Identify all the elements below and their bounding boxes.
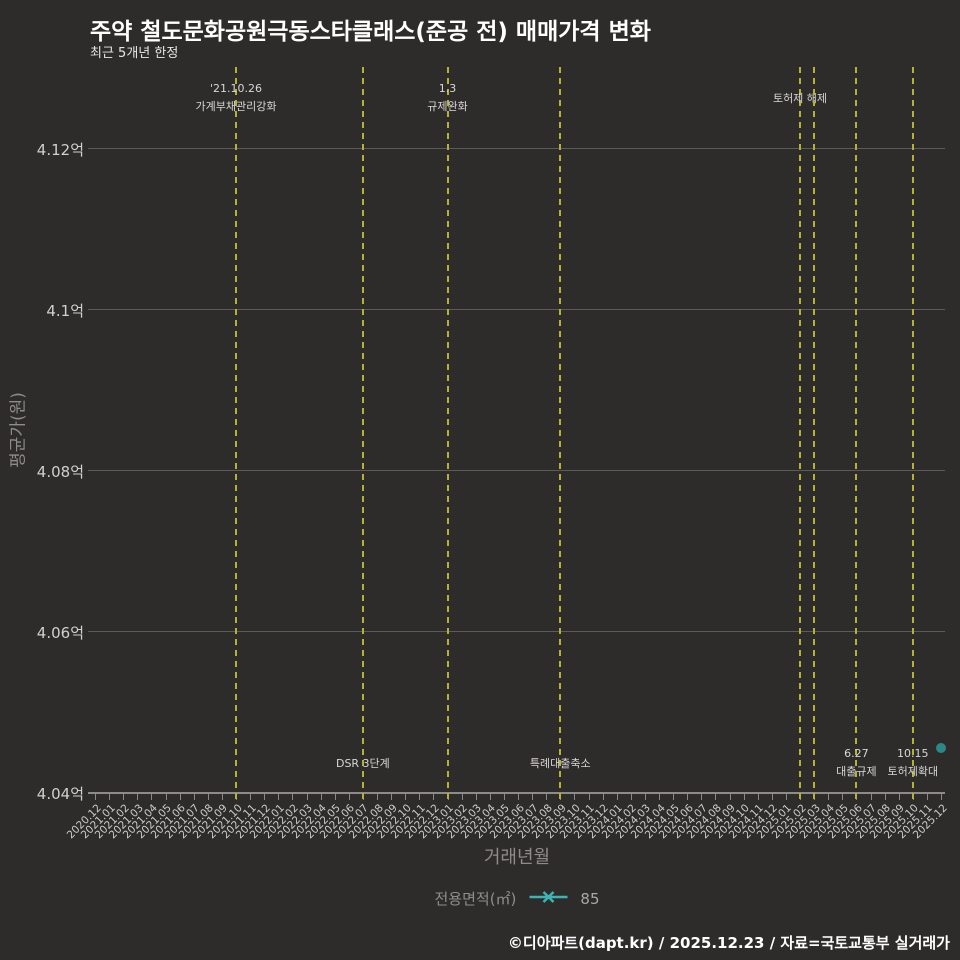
x-tick xyxy=(123,794,125,800)
event-line xyxy=(855,67,858,800)
x-tick xyxy=(532,794,534,800)
y-tick-label: 4.08억 xyxy=(36,463,84,481)
x-tick xyxy=(941,794,942,800)
x-tick xyxy=(729,794,731,800)
x-tick xyxy=(842,794,844,800)
x-tick xyxy=(306,794,308,800)
x-tick xyxy=(278,794,280,800)
x-tick xyxy=(461,794,463,800)
chart-title: 주약 철도문화공원극동스타클래스(준공 전) 매매가격 변화 xyxy=(90,19,651,45)
x-tick xyxy=(785,794,787,800)
x-tick xyxy=(771,794,773,800)
x-tick xyxy=(334,794,336,800)
x-tick xyxy=(109,794,111,800)
y-gridline xyxy=(88,631,945,632)
event-label: 1.3 규제완화 xyxy=(427,82,468,113)
footer-credit: ©디아파트(dapt.kr) / 2025.12.23 / 자료=국토교통부 실… xyxy=(507,934,950,952)
x-tick xyxy=(95,794,96,800)
x-tick xyxy=(503,794,505,800)
y-tick-label: 4.12억 xyxy=(36,141,84,159)
x-tick xyxy=(644,794,646,800)
y-axis-title: 평균가(원) xyxy=(8,392,29,468)
event-label: 10.15 토허제확대 xyxy=(887,747,939,778)
x-tick xyxy=(588,794,590,800)
legend-line-x-marker-icon[interactable] xyxy=(528,889,568,908)
x-tick xyxy=(757,794,759,800)
event-label: DSR 3단계 xyxy=(335,757,390,770)
x-tick xyxy=(179,794,181,800)
x-tick xyxy=(377,794,378,800)
x-tick xyxy=(292,794,294,800)
x-tick xyxy=(715,794,717,800)
x-axis-title: 거래년월 xyxy=(483,847,551,868)
event-line xyxy=(559,67,562,800)
x-tick xyxy=(518,794,519,800)
x-tick xyxy=(616,794,618,800)
x-tick xyxy=(165,794,167,800)
event-line xyxy=(361,67,364,800)
x-tick xyxy=(659,794,660,800)
chart-subtitle: 최근 5개년 한정 xyxy=(90,46,179,61)
x-tick xyxy=(320,794,322,800)
y-gridline xyxy=(88,148,945,149)
x-tick xyxy=(391,794,393,800)
x-tick xyxy=(250,794,252,800)
x-tick xyxy=(433,794,435,800)
x-tick xyxy=(193,794,195,800)
event-label: 토허제 해제 xyxy=(772,92,828,105)
legend-group-label: 전용면적(㎡) xyxy=(434,890,517,908)
x-tick xyxy=(475,794,477,800)
x-tick xyxy=(574,794,576,800)
x-tick xyxy=(405,794,407,800)
y-tick-label: 4.1억 xyxy=(46,302,84,320)
x-tick xyxy=(870,794,872,800)
y-tick-label: 4.06억 xyxy=(36,624,84,642)
x-tick xyxy=(348,794,350,800)
x-tick xyxy=(151,794,153,800)
y-gridline xyxy=(88,470,945,471)
y-gridline xyxy=(88,309,945,310)
x-tick xyxy=(673,794,675,800)
x-tick xyxy=(701,794,703,800)
x-axis-line xyxy=(88,792,945,794)
event-line xyxy=(799,67,801,800)
x-tick xyxy=(207,794,209,800)
x-tick xyxy=(419,794,421,800)
event-label: 6.27 대출규제 xyxy=(836,747,877,778)
x-tick xyxy=(884,794,886,800)
event-line xyxy=(813,67,816,800)
event-line xyxy=(446,67,449,800)
x-tick xyxy=(926,794,928,800)
x-tick xyxy=(137,794,139,800)
event-line xyxy=(235,67,237,800)
x-tick xyxy=(264,794,266,800)
legend-series-label[interactable]: 85 xyxy=(580,889,600,908)
x-tick xyxy=(687,794,689,800)
x-tick xyxy=(489,794,491,800)
y-tick-label: 4.04억 xyxy=(36,785,84,803)
x-tick xyxy=(602,794,604,800)
x-tick xyxy=(546,794,548,800)
x-tick xyxy=(898,794,900,800)
x-tick xyxy=(828,794,830,800)
x-tick xyxy=(221,794,223,800)
data-point[interactable] xyxy=(936,742,946,753)
x-tick xyxy=(630,794,632,800)
event-label: 특례대출축소 xyxy=(529,757,591,770)
x-tick xyxy=(743,794,745,800)
legend[interactable]: 전용면적(㎡) 85 xyxy=(435,888,600,909)
event-label: '21.10.26 가계부채관리강화 xyxy=(195,82,277,113)
event-line xyxy=(911,67,914,800)
